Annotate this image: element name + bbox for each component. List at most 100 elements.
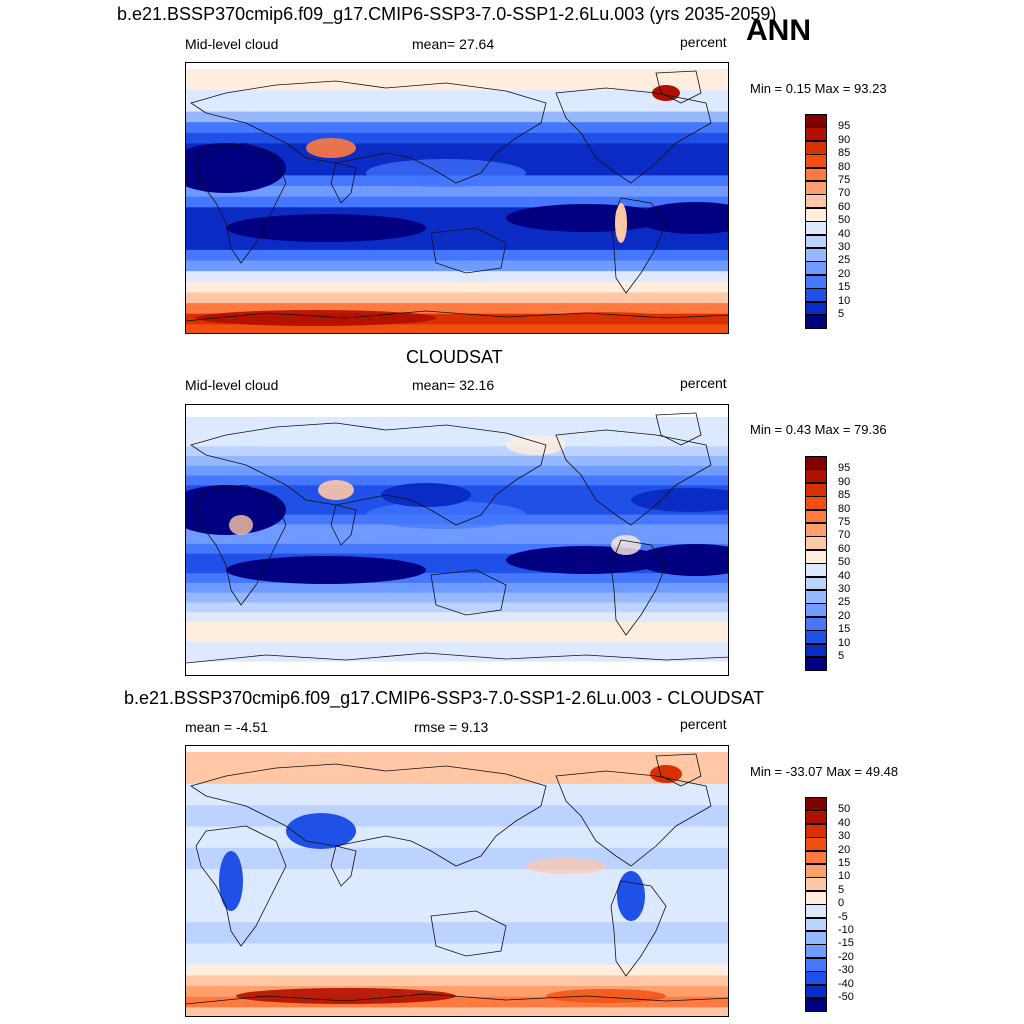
panel2-mean: mean= 32.16	[412, 377, 495, 393]
colorbar-segment	[805, 536, 827, 551]
colorbar-segment	[805, 643, 827, 658]
colorbar-segment	[805, 810, 827, 825]
colorbar-label: -20	[838, 950, 854, 963]
colorbar-label: 10	[838, 294, 851, 307]
colorbar-segment	[805, 140, 827, 155]
panel1-left-label: Mid-level cloud	[185, 36, 279, 52]
colorbar-segment	[805, 917, 827, 932]
panel3-map	[185, 745, 729, 1017]
colorbar-segment	[805, 315, 827, 329]
colorbar-label: 85	[838, 147, 851, 160]
colorbar-segment	[805, 563, 827, 578]
panel1-units: percent	[680, 34, 727, 50]
colorbar-segment	[805, 221, 827, 236]
colorbar-segment	[805, 167, 827, 182]
colorbar-label: 95	[838, 462, 851, 475]
colorbar-segment	[805, 456, 827, 470]
colorbar-label: 80	[838, 160, 851, 173]
colorbar-label: 10	[838, 870, 851, 883]
colorbar-segment	[805, 971, 827, 986]
colorbar-label: 20	[838, 609, 851, 622]
panel1-title: b.e21.BSSP370cmip6.f09_g17.CMIP6-SSP3-7.…	[117, 4, 777, 24]
colorbar-segment	[805, 114, 827, 128]
panel2-title: CLOUDSAT	[406, 347, 503, 367]
colorbar-label: 30	[838, 241, 851, 253]
colorbar-label: -50	[838, 991, 854, 1003]
panel2-left-label: Mid-level cloud	[185, 377, 279, 393]
panel1-colorbar	[805, 114, 827, 329]
colorbar-segment	[805, 576, 827, 591]
map-field	[186, 405, 728, 675]
colorbar-label: 60	[838, 542, 851, 555]
panel2-units: percent	[680, 375, 727, 391]
panel3-units: percent	[680, 716, 727, 732]
colorbar-label: 50	[838, 803, 851, 816]
colorbar-segment	[805, 931, 827, 945]
colorbar-label: 15	[838, 623, 851, 636]
colorbar-label: 90	[838, 133, 851, 146]
colorbar-label: 25	[838, 596, 851, 609]
colorbar-label: 5	[838, 883, 845, 896]
colorbar-segment	[805, 181, 827, 195]
colorbar-label: -30	[838, 964, 854, 977]
colorbar-segment	[805, 234, 827, 249]
colorbar-label: 75	[838, 174, 851, 186]
colorbar-segment	[805, 984, 827, 999]
colorbar-segment	[805, 904, 827, 919]
panel2-colorbar	[805, 456, 827, 671]
panel1-mean: mean= 27.64	[412, 36, 495, 52]
colorbar-label: 0	[838, 897, 845, 910]
colorbar-segment	[805, 998, 827, 1012]
colorbar-label: 15	[838, 857, 851, 869]
colorbar-label: 10	[838, 636, 851, 649]
colorbar-segment	[805, 288, 827, 303]
colorbar-label: 80	[838, 502, 851, 515]
colorbar-segment	[805, 509, 827, 524]
colorbar-segment	[805, 797, 827, 811]
colorbar-label: 85	[838, 489, 851, 502]
colorbar-segment	[805, 630, 827, 645]
map-field	[186, 63, 728, 333]
colorbar-segment	[805, 154, 827, 169]
season-label: ANN	[746, 14, 811, 47]
colorbar-label: -10	[838, 924, 854, 936]
colorbar-label: 5	[838, 308, 845, 320]
panel3-minmax: Min = -33.07 Max = 49.48	[750, 764, 899, 779]
colorbar-segment	[805, 657, 827, 671]
panel3-title: b.e21.BSSP370cmip6.f09_g17.CMIP6-SSP3-7.…	[124, 688, 765, 708]
colorbar-segment	[805, 523, 827, 537]
colorbar-segment	[805, 274, 827, 289]
colorbar-segment	[805, 127, 827, 142]
panel1-map	[185, 62, 729, 334]
colorbar-segment	[805, 890, 827, 905]
colorbar-label: 20	[838, 267, 851, 280]
colorbar-label: 40	[838, 816, 851, 829]
colorbar-segment	[805, 207, 827, 222]
colorbar-segment	[805, 957, 827, 972]
colorbar-label: 70	[838, 187, 851, 200]
colorbar-segment	[805, 248, 827, 262]
colorbar-label: 30	[838, 830, 851, 843]
colorbar-segment	[805, 301, 827, 316]
colorbar-label: 30	[838, 583, 851, 595]
colorbar-label: 15	[838, 281, 851, 294]
panel3-colorbar	[805, 797, 827, 1012]
colorbar-segment	[805, 837, 827, 852]
colorbar-segment	[805, 549, 827, 564]
colorbar-segment	[805, 194, 827, 209]
colorbar-label: 60	[838, 200, 851, 213]
colorbar-label: 75	[838, 516, 851, 528]
colorbar-label: 50	[838, 214, 851, 227]
colorbar-label: 40	[838, 227, 851, 240]
colorbar-label: 5	[838, 650, 845, 662]
colorbar-segment	[805, 944, 827, 959]
colorbar-segment	[805, 469, 827, 484]
colorbar-segment	[805, 864, 827, 878]
colorbar-segment	[805, 496, 827, 511]
colorbar-label: 70	[838, 529, 851, 542]
colorbar-segment	[805, 877, 827, 892]
panel3-mean: mean = -4.51	[185, 719, 268, 735]
colorbar-segment	[805, 482, 827, 497]
colorbar-label: 40	[838, 569, 851, 582]
colorbar-segment	[805, 850, 827, 865]
